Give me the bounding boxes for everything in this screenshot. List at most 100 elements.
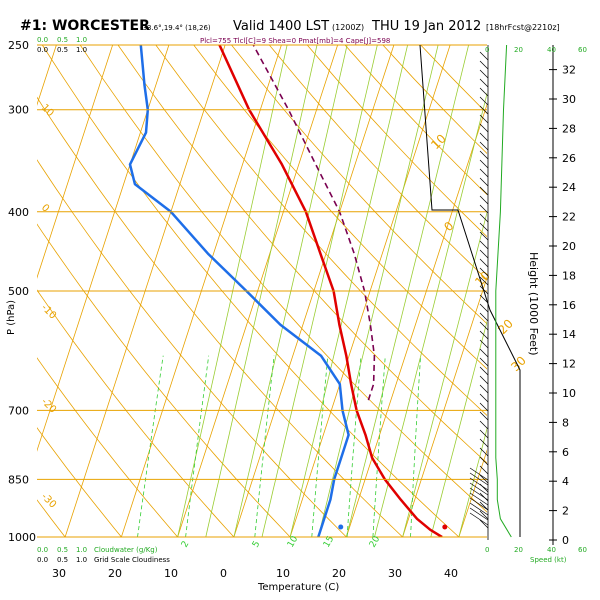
height-tick-label: 26 <box>562 152 576 165</box>
surface-dewpoint-point <box>338 524 344 530</box>
wind-speed-trace <box>495 44 512 538</box>
dry-adiabat-line <box>306 45 487 238</box>
mixing-ratio-label: 5 <box>251 540 263 550</box>
height-tick-label: 6 <box>562 446 569 459</box>
wind-barb <box>479 204 489 214</box>
temperature-tick-label: 20 <box>332 567 346 580</box>
wind-barb <box>479 132 489 142</box>
moist-adiabat-line <box>205 45 318 537</box>
isotherm-label: -20 <box>39 396 58 415</box>
height-tick-label: 30 <box>562 93 576 106</box>
speed-tick-60: 60 <box>578 546 587 554</box>
height-tick-label: 24 <box>562 181 576 194</box>
temperature-tick-label: 30 <box>52 567 66 580</box>
wind-barb <box>479 411 489 421</box>
wind-barb <box>479 168 489 178</box>
cloudwater-tick-0: 0.0 <box>37 546 48 554</box>
gridscale-tick-1: 0.5 <box>57 556 68 564</box>
temperature-tick-label: 20 <box>108 567 122 580</box>
dry-adiabat-line <box>155 45 487 416</box>
mixing-ratio-line <box>254 355 275 537</box>
speed-tick-0: 0 <box>485 546 489 554</box>
wind-barb <box>479 303 489 313</box>
height-tick-label: 20 <box>562 240 576 253</box>
wind-barb <box>479 402 489 412</box>
wind-barb <box>479 384 489 394</box>
moist-adiabat-line <box>177 45 288 537</box>
speed-label: Speed (kt) <box>530 556 567 564</box>
dry-adiabat-line <box>231 45 487 325</box>
wind-barb <box>479 312 489 322</box>
parcel-profile-line <box>252 45 376 401</box>
cloudwater-tick-0-top: 0.0 <box>37 36 48 44</box>
temperature-tick-label: 30 <box>388 567 402 580</box>
wind-barb <box>479 60 489 70</box>
height-tick-label: 28 <box>562 122 576 135</box>
wind-barb <box>479 231 489 241</box>
wind-barb <box>479 177 489 187</box>
mixing-ratio-label: 2 <box>180 540 192 550</box>
pressure-tick-label: 500 <box>8 285 29 298</box>
wind-barb <box>479 141 489 151</box>
utc-time: (1200Z) <box>332 23 364 32</box>
temperature-tick-label: 0 <box>220 567 227 580</box>
pressure-tick-label: 300 <box>8 104 29 117</box>
mixing-ratio-label: 15 <box>322 535 336 550</box>
moist-adiabat-line <box>430 320 487 537</box>
height-tick-label: 16 <box>562 299 576 312</box>
dry-adiabat-label: 0 <box>441 219 456 234</box>
temperature-tick-label: 10 <box>276 567 290 580</box>
wind-barb <box>479 96 489 106</box>
wind-barb <box>479 348 489 358</box>
wind-barb <box>479 186 489 196</box>
surface-temperature-point <box>442 524 448 530</box>
wind-barb <box>469 512 489 526</box>
wind-barb <box>479 501 489 511</box>
dry-adiabat-line <box>37 223 291 537</box>
wind-barb <box>469 467 489 481</box>
mixing-ratio-line <box>346 355 362 537</box>
pressure-tick-label: 1000 <box>8 531 36 544</box>
wind-barb <box>469 492 489 506</box>
wind-barb <box>469 507 489 521</box>
gridscale-tick-0-top: 0.0 <box>37 46 48 54</box>
wind-barb <box>469 472 489 486</box>
isotherm-label: 0 <box>39 202 51 214</box>
wind-barb <box>469 502 489 516</box>
wind-barb <box>479 51 489 61</box>
wind-barb <box>479 267 489 277</box>
wind-barb <box>479 519 489 529</box>
height-tick-label: 12 <box>562 358 576 371</box>
moist-adiabat-line <box>233 45 348 537</box>
gridscale-tick-1-top: 0.5 <box>57 46 68 54</box>
wind-barb <box>479 474 489 484</box>
wind-barb <box>479 150 489 160</box>
wind-barb <box>479 249 489 259</box>
cloudwater-tick-1: 0.5 <box>57 546 68 554</box>
height-tick-label: 10 <box>562 387 576 400</box>
moist-adiabat-line <box>402 210 487 537</box>
gridscale-tick-2: 1.0 <box>76 556 87 564</box>
pressure-tick-label: 700 <box>8 404 29 417</box>
wind-barb <box>479 321 489 331</box>
cloudwater-tick-2: 1.0 <box>76 546 87 554</box>
dry-adiabat-line <box>268 45 487 281</box>
wind-barb <box>479 213 489 223</box>
moist-adiabat-line <box>346 45 469 537</box>
wind-barb <box>469 497 489 511</box>
wind-barb <box>479 258 489 268</box>
wind-barb <box>479 375 489 385</box>
stability-indices: Plcl=755 Tlcl[C]=9 Shea=0 Pmat[mb]=4 Cap… <box>200 37 390 45</box>
valid-time: Valid 1400 LST <box>233 19 329 34</box>
height-tick-label: 14 <box>562 328 576 341</box>
wind-barb <box>479 366 489 376</box>
isotherm-label: -30 <box>39 491 58 510</box>
forecast-hour: [18hrFcst@2210z] <box>486 23 560 32</box>
dry-adiabat-label: 30 <box>508 353 529 374</box>
wind-barb <box>469 487 489 501</box>
isotherm-label: -10 <box>39 302 58 321</box>
mixing-ratio-line <box>410 355 421 537</box>
speed-tick-20-top: 20 <box>514 46 523 54</box>
